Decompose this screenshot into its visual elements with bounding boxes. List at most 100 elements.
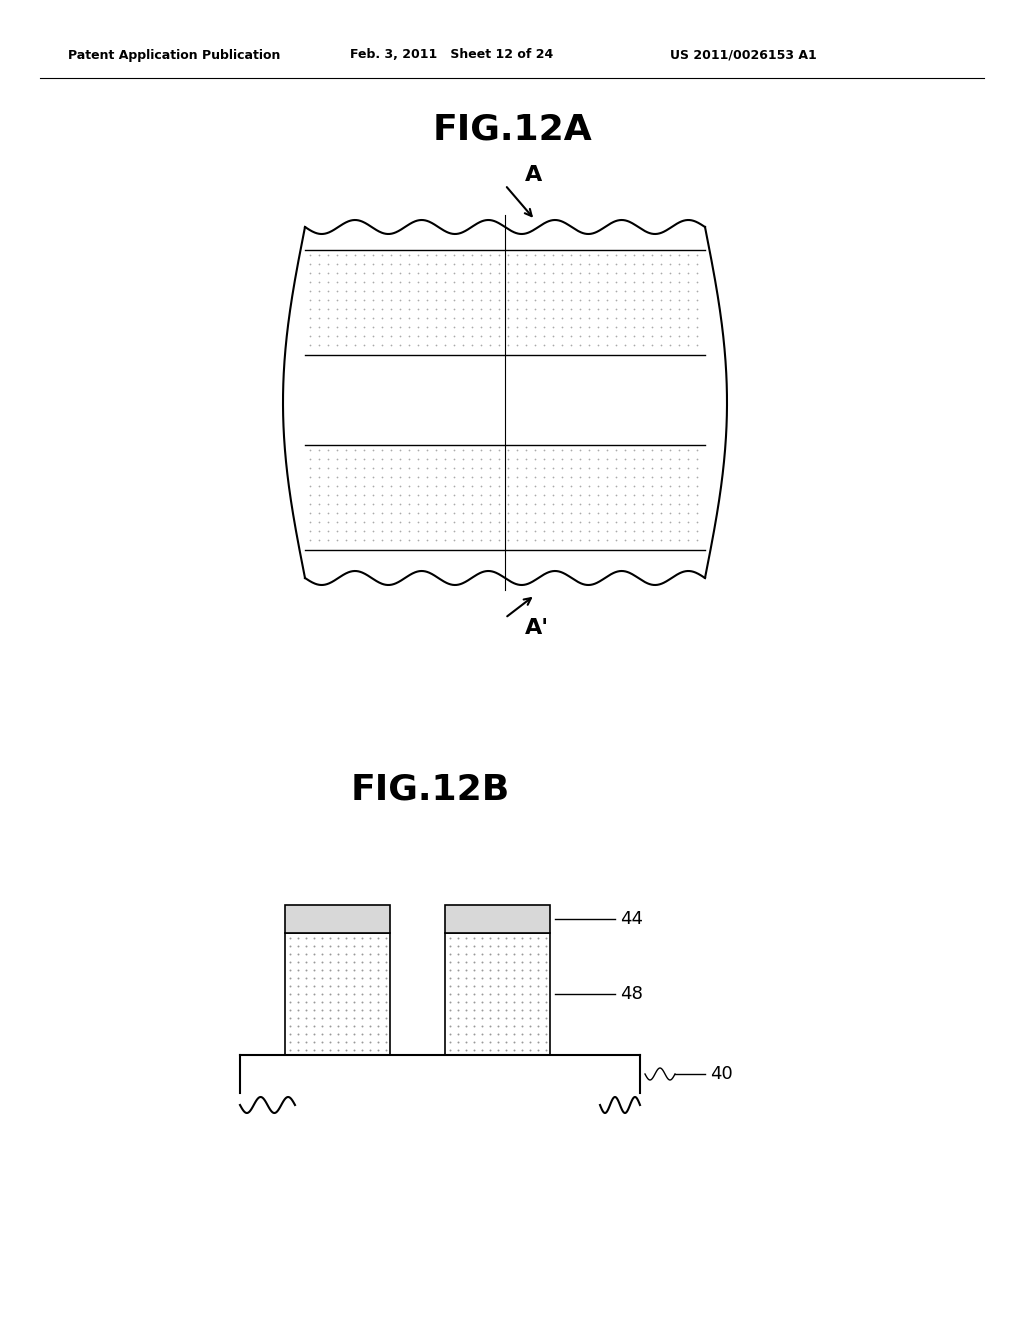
Point xyxy=(522,1015,539,1036)
Point xyxy=(354,999,371,1020)
Point xyxy=(302,484,318,506)
Point xyxy=(313,1007,330,1028)
Point xyxy=(653,298,670,319)
Point xyxy=(329,308,345,329)
Point xyxy=(419,494,435,515)
Point xyxy=(538,968,554,989)
Point xyxy=(330,952,346,973)
Point xyxy=(302,326,318,347)
Point xyxy=(653,484,670,506)
Point xyxy=(441,1039,458,1060)
Point xyxy=(671,520,687,541)
Point xyxy=(419,280,435,301)
Point xyxy=(370,1039,386,1060)
Point xyxy=(322,952,338,973)
Point xyxy=(608,475,625,496)
Point xyxy=(441,944,458,965)
Point xyxy=(506,975,522,997)
Point xyxy=(311,289,328,310)
Point xyxy=(662,475,678,496)
Point xyxy=(490,520,507,541)
Point xyxy=(428,308,444,329)
Point xyxy=(489,952,506,973)
Point xyxy=(518,440,535,461)
Point xyxy=(361,999,378,1020)
Point xyxy=(392,475,409,496)
Point xyxy=(644,244,660,265)
Point xyxy=(361,1015,378,1036)
Point xyxy=(518,298,535,319)
Point xyxy=(302,449,318,470)
Point xyxy=(662,334,678,355)
Point xyxy=(338,1039,354,1060)
Point xyxy=(437,494,454,515)
Point xyxy=(536,334,552,355)
Point xyxy=(346,1023,362,1044)
Point xyxy=(518,511,535,532)
Point xyxy=(536,317,552,338)
Point xyxy=(662,494,678,515)
Point xyxy=(374,494,390,515)
Point xyxy=(653,458,670,479)
Point xyxy=(482,936,499,957)
Point xyxy=(346,983,362,1005)
Point xyxy=(346,960,362,981)
Point xyxy=(644,263,660,284)
Point xyxy=(365,484,381,506)
Point xyxy=(311,475,328,496)
Point xyxy=(313,1039,330,1060)
Point xyxy=(526,298,543,319)
Point xyxy=(441,968,458,989)
Point xyxy=(500,334,516,355)
Point xyxy=(392,326,409,347)
Point xyxy=(616,475,633,496)
Point xyxy=(563,289,580,310)
Point xyxy=(383,280,399,301)
Point xyxy=(473,263,489,284)
Point xyxy=(509,458,525,479)
Point xyxy=(455,440,471,461)
Point xyxy=(346,991,362,1012)
Point xyxy=(482,1007,499,1028)
Point xyxy=(346,1007,362,1028)
Point xyxy=(455,272,471,293)
Point xyxy=(383,326,399,347)
Point xyxy=(410,466,426,487)
Point xyxy=(374,511,390,532)
Point xyxy=(536,458,552,479)
Point xyxy=(355,298,372,319)
Point xyxy=(428,520,444,541)
Point xyxy=(313,1023,330,1044)
Point xyxy=(554,511,570,532)
Point xyxy=(498,968,514,989)
Point xyxy=(599,466,615,487)
Point xyxy=(536,280,552,301)
Point xyxy=(626,326,642,347)
Point xyxy=(581,440,597,461)
Point xyxy=(563,280,580,301)
Point xyxy=(458,944,474,965)
Point xyxy=(644,494,660,515)
Point xyxy=(464,253,480,275)
Point xyxy=(644,308,660,329)
Point xyxy=(616,466,633,487)
Point xyxy=(590,317,606,338)
Point xyxy=(392,466,409,487)
Point xyxy=(428,484,444,506)
Point xyxy=(410,326,426,347)
Point xyxy=(319,317,336,338)
Point xyxy=(474,983,490,1005)
Point xyxy=(374,317,390,338)
Point xyxy=(644,272,660,293)
Point xyxy=(464,466,480,487)
Point xyxy=(500,289,516,310)
Point xyxy=(500,449,516,470)
Point xyxy=(428,326,444,347)
Point xyxy=(671,529,687,550)
Point xyxy=(365,466,381,487)
Point xyxy=(626,475,642,496)
Point xyxy=(662,326,678,347)
Point xyxy=(392,440,409,461)
Point xyxy=(347,511,364,532)
Point xyxy=(455,466,471,487)
